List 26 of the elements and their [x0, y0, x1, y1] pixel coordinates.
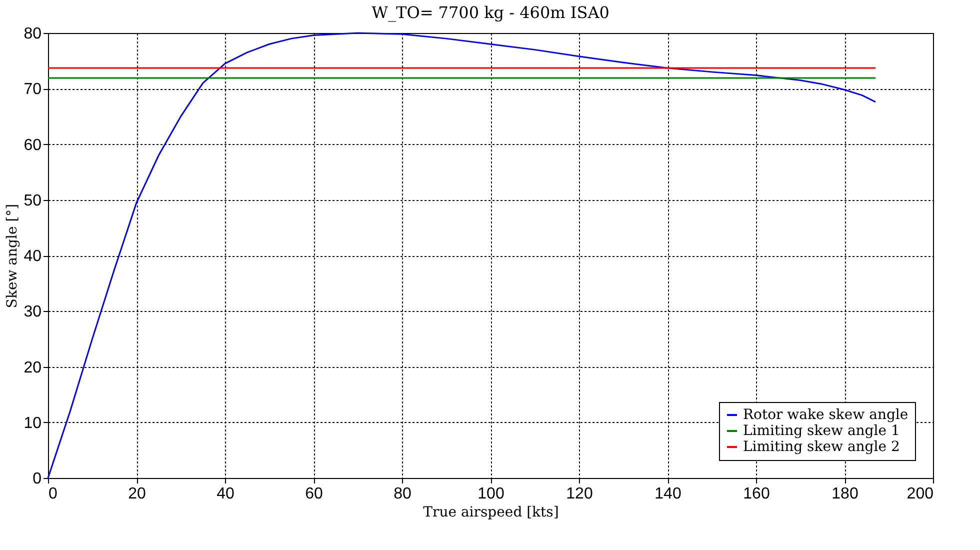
x-tick-label: 140 [654, 486, 682, 502]
y-tick-label: 60 [24, 136, 42, 154]
y-tick-label: 10 [24, 414, 42, 432]
legend-label: Limiting skew angle 1 [743, 423, 900, 439]
x-tick-label: 160 [743, 486, 770, 502]
chart-title: W_TO= 7700 kg - 460m ISA0 [372, 3, 610, 22]
y-tick-label: 20 [24, 359, 42, 376]
y-tick-label: 80 [24, 26, 42, 42]
x-tick-label: 80 [394, 486, 412, 502]
x-tick-label: 40 [216, 486, 234, 502]
x-tick-label: 200 [906, 486, 934, 502]
x-tick-label: 180 [832, 486, 858, 502]
x-tick-label: 120 [566, 486, 593, 502]
y-tick-label: 50 [24, 192, 42, 210]
y-tick-label: 0 [32, 470, 42, 488]
y-axis-title: Skew angle [°] [4, 204, 21, 308]
x-tick-label: 100 [478, 486, 504, 502]
x-tick-label: 20 [128, 486, 146, 502]
x-axis-title: True airspeed [kts] [423, 504, 559, 520]
legend-label: Rotor wake skew angle [743, 407, 908, 423]
y-tick-label: 30 [24, 304, 42, 321]
legend-label: Limiting skew angle 2 [743, 439, 900, 455]
x-tick-label: 0 [48, 486, 58, 502]
y-tick-label: 70 [24, 81, 42, 98]
y-tick-label: 40 [24, 248, 42, 265]
x-tick-label: 60 [305, 486, 323, 502]
